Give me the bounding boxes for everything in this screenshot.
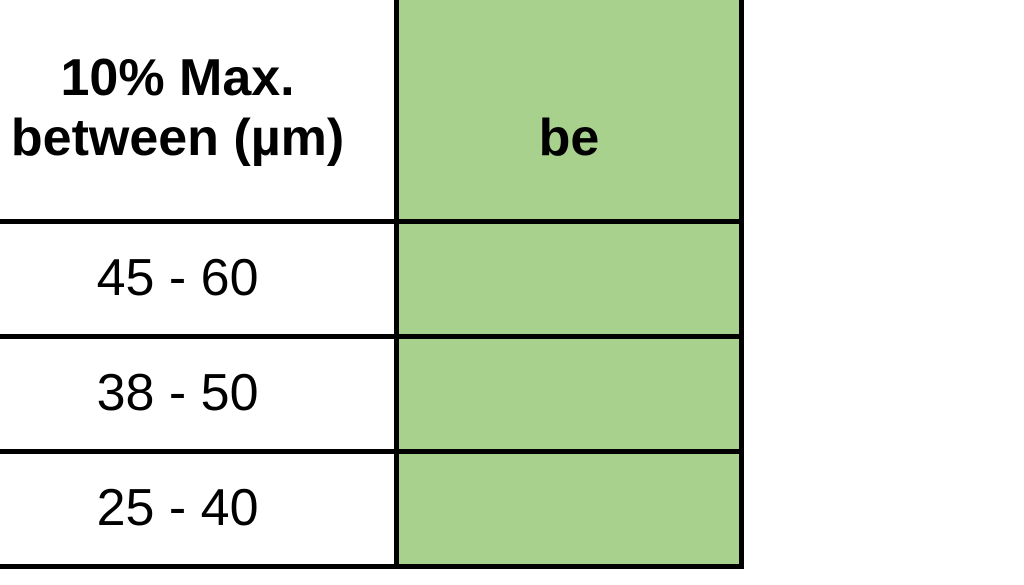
col-header-right-line2: be (539, 109, 600, 167)
col-header-right: be (397, 0, 742, 222)
cell-right (397, 452, 742, 567)
cell-mid: 45 - 60 (0, 222, 397, 337)
table-header-row: % m) 10% Max. between (µm) be (0, 0, 742, 222)
col-header-mid-line2: between (µm) (11, 109, 344, 167)
cell-mid: 38 - 50 (0, 337, 397, 452)
table-row: 25 - 40 (0, 452, 742, 567)
table-row: 38 - 50 (0, 337, 742, 452)
cell-right (397, 222, 742, 337)
cell-right (397, 337, 742, 452)
col-header-mid: 10% Max. between (µm) (0, 0, 397, 222)
col-header-mid-line1: 10% Max. (60, 49, 294, 107)
cell-mid: 25 - 40 (0, 452, 397, 567)
table-row: 45 - 60 (0, 222, 742, 337)
spec-table: % m) 10% Max. between (µm) be 45 - 60 38… (0, 0, 744, 569)
